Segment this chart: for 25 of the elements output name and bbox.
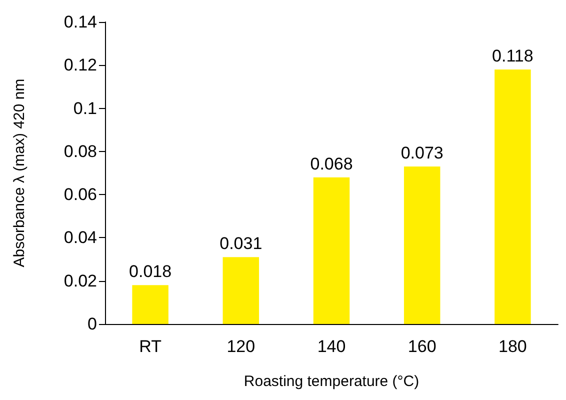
y-tick-label: 0.02: [64, 271, 97, 290]
x-tick-label: 160: [408, 337, 436, 356]
y-axis-title: Absorbance λ (max) 420 nm: [11, 78, 28, 268]
data-label: 0.031: [220, 234, 262, 254]
y-tick-label: 0.12: [64, 56, 97, 75]
y-tick-label: 0.04: [64, 228, 97, 248]
bar: [494, 69, 531, 324]
data-label: 0.018: [129, 262, 172, 282]
data-label: 0.073: [400, 144, 444, 163]
data-label: 0.068: [310, 154, 353, 174]
y-tick-label: 0.14: [64, 12, 97, 32]
x-tick-label: 180: [498, 337, 527, 356]
x-axis-title: Roasting temperature (°C): [244, 373, 420, 390]
bar: [222, 257, 260, 324]
y-tick-label: 0.06: [64, 185, 97, 204]
bar: [313, 177, 350, 324]
bar: [132, 285, 168, 324]
y-tick-label: 0.08: [64, 142, 97, 161]
x-tick-label: 140: [317, 337, 346, 356]
x-tick-label: 120: [226, 337, 256, 356]
y-tick-label: 0.1: [73, 98, 97, 118]
y-tick-label: 0: [88, 314, 97, 334]
bar: [404, 166, 440, 324]
data-label: 0.118: [492, 46, 534, 66]
x-tick-label: RT: [139, 337, 162, 356]
